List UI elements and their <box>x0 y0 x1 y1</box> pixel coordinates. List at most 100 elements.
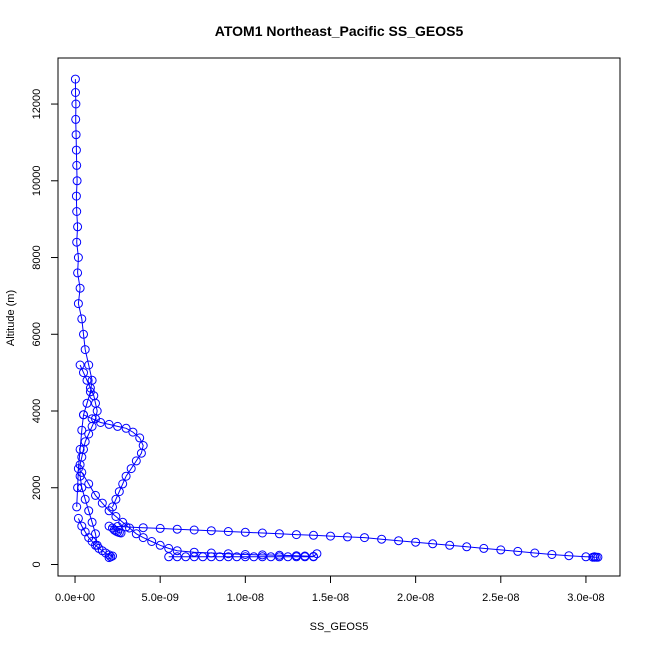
data-point <box>131 529 141 539</box>
data-point <box>87 517 97 527</box>
x-tick-label: 1.0e-08 <box>227 592 264 604</box>
data-point <box>274 529 284 539</box>
data-point <box>113 421 123 431</box>
data-point <box>73 222 83 232</box>
data-point <box>71 114 81 124</box>
y-tick-label: 12000 <box>31 89 43 120</box>
data-point <box>135 433 145 443</box>
data-point <box>172 524 182 534</box>
data-point <box>79 329 88 339</box>
x-tick-label: 5.0e-09 <box>142 592 179 604</box>
x-axis-title: SS_GEOS5 <box>310 621 369 633</box>
x-tick-label: 2.0e-08 <box>397 592 434 604</box>
data-point <box>91 490 100 500</box>
data-point <box>75 360 85 370</box>
data-point <box>249 552 259 562</box>
data-point <box>84 479 94 489</box>
data-point <box>77 483 87 493</box>
data-point <box>73 513 83 523</box>
data-point <box>189 552 199 562</box>
data-point <box>147 537 157 546</box>
data-point <box>72 160 82 170</box>
data-point <box>428 539 438 549</box>
data-point <box>309 530 318 540</box>
data-point <box>309 552 318 562</box>
data-point <box>79 410 88 420</box>
data-point <box>71 99 81 109</box>
data-point <box>155 523 165 533</box>
data-point <box>223 527 233 536</box>
data-point <box>77 467 87 477</box>
y-tick-label: 6000 <box>31 322 43 346</box>
data-point <box>360 533 369 543</box>
data-point <box>73 253 83 262</box>
data-point <box>116 528 126 538</box>
data-point <box>462 542 472 552</box>
data-point <box>84 506 94 516</box>
data-point <box>411 537 421 547</box>
data-point <box>91 529 100 539</box>
data-point <box>111 512 121 521</box>
data-point <box>77 425 87 435</box>
data-point <box>111 494 121 504</box>
data-point <box>138 523 148 533</box>
data-point <box>114 487 124 497</box>
data-point <box>206 526 216 536</box>
data-point <box>240 550 250 559</box>
data-point <box>84 360 94 370</box>
data-point <box>121 522 131 532</box>
x-axis: 0.0e+00 5.0e-09 1.0e-08 1.5e-08 2.0e-08 2.5e-… <box>55 575 605 604</box>
data-point <box>291 530 301 540</box>
data-point <box>121 423 131 433</box>
data-point <box>72 207 82 216</box>
data-point <box>104 419 114 429</box>
data-point <box>312 549 322 559</box>
y-axis: 0 2000 4000 6000 8000 10000 12000 <box>31 89 59 568</box>
data-point <box>394 536 404 546</box>
data-point <box>82 375 92 385</box>
data-point <box>71 191 81 201</box>
data-point <box>104 506 114 516</box>
data-point <box>97 498 107 508</box>
data-point <box>496 545 506 555</box>
data-point <box>72 502 82 512</box>
data-point <box>445 540 455 550</box>
y-tick-label: 10000 <box>31 165 43 196</box>
data-point <box>172 546 182 556</box>
data-point <box>155 540 165 550</box>
data-point <box>104 553 114 563</box>
data-point <box>106 552 116 562</box>
data-point <box>377 534 387 544</box>
data-point <box>300 552 310 562</box>
data-point <box>564 551 574 561</box>
data-point <box>84 429 94 439</box>
data-point <box>189 525 199 535</box>
x-tick-label: 3.0e-08 <box>567 592 604 604</box>
data-point <box>136 448 146 458</box>
x-tick-label: 0.0e+00 <box>55 592 95 604</box>
series-line-6 <box>109 525 595 558</box>
data-point <box>71 145 81 155</box>
data-point <box>71 130 81 140</box>
data-point <box>73 268 83 278</box>
data-point <box>75 283 85 293</box>
data-point <box>240 527 250 537</box>
data-point <box>593 552 603 562</box>
data-point <box>131 456 141 466</box>
data-point <box>257 528 267 538</box>
data-point <box>343 532 352 542</box>
data-point <box>138 533 148 543</box>
data-point <box>189 547 199 557</box>
data-point <box>513 546 523 556</box>
data-point <box>96 418 106 427</box>
data-point <box>87 414 97 424</box>
data-point <box>80 345 90 355</box>
data-point <box>128 427 138 437</box>
series-line-4 <box>81 472 318 557</box>
data-point <box>581 552 591 562</box>
data-point <box>479 543 489 553</box>
data-point <box>530 548 540 558</box>
data-point <box>70 74 80 84</box>
